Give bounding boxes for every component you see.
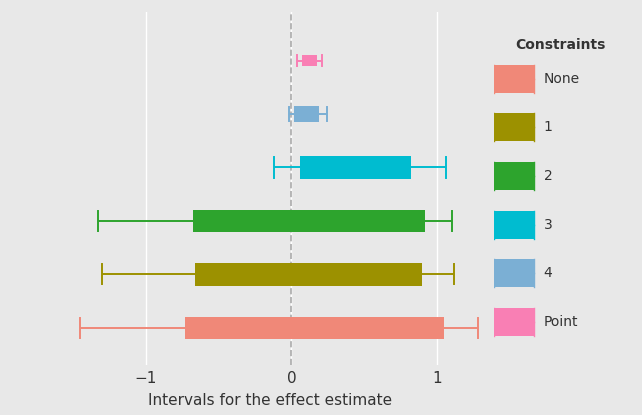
- FancyBboxPatch shape: [494, 210, 534, 239]
- Text: Constraints: Constraints: [516, 39, 606, 52]
- Bar: [186, 317, 444, 339]
- Bar: [300, 156, 411, 179]
- FancyBboxPatch shape: [494, 259, 534, 287]
- Bar: [195, 263, 422, 286]
- Text: 4: 4: [544, 266, 553, 280]
- Bar: [295, 106, 319, 122]
- Text: 1: 1: [544, 120, 553, 134]
- Bar: [302, 55, 317, 66]
- Text: 3: 3: [544, 217, 553, 232]
- FancyBboxPatch shape: [494, 162, 534, 190]
- Text: 2: 2: [544, 169, 553, 183]
- FancyBboxPatch shape: [494, 113, 534, 142]
- FancyBboxPatch shape: [494, 308, 534, 336]
- X-axis label: Intervals for the effect estimate: Intervals for the effect estimate: [148, 393, 392, 408]
- Text: None: None: [544, 72, 580, 86]
- Text: Point: Point: [544, 315, 578, 329]
- FancyBboxPatch shape: [494, 65, 534, 93]
- Bar: [193, 210, 426, 232]
